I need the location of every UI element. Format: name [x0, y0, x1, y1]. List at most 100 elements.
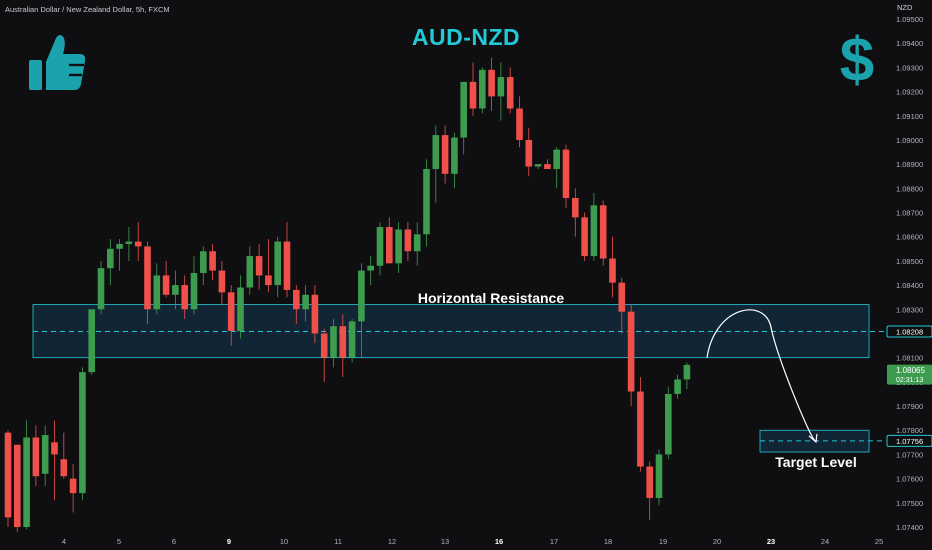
y-tick-label: 1.08300 [896, 305, 923, 314]
y-tick-label: 1.09400 [896, 39, 923, 48]
candle-body[interactable] [339, 326, 347, 358]
candle-body[interactable] [320, 333, 328, 358]
y-tick-label: 1.09300 [896, 63, 923, 72]
x-tick-label: 4 [62, 537, 66, 546]
y-tick-label: 1.07700 [896, 450, 923, 459]
candle-body[interactable] [162, 275, 170, 295]
candle-body[interactable] [107, 248, 114, 269]
candle-body[interactable] [637, 391, 644, 467]
candle-body[interactable] [646, 466, 653, 498]
candle-body[interactable] [134, 241, 142, 247]
candle-body[interactable] [516, 108, 523, 140]
y-tick-label: 1.07600 [896, 475, 923, 484]
candle-body[interactable] [534, 164, 542, 167]
candle-body[interactable] [404, 229, 412, 252]
candle-body[interactable] [283, 241, 291, 290]
candle-body[interactable] [423, 168, 430, 235]
candle-body[interactable] [358, 270, 365, 322]
y-tick-label: 1.08400 [896, 281, 923, 290]
candle-body[interactable] [506, 77, 514, 109]
y-tick-label: 1.08800 [896, 184, 923, 193]
y-tick-label: 1.09000 [896, 136, 923, 145]
candle-body[interactable] [181, 285, 188, 310]
chart-title: AUD-NZD [411, 24, 521, 50]
symbol-info: Australian Dollar / New Zealand Dollar, … [5, 5, 170, 14]
x-tick-label: 9 [227, 537, 231, 546]
y-tick-label: 1.07800 [896, 426, 923, 435]
candle-body[interactable] [432, 135, 440, 169]
candle-body[interactable] [14, 444, 21, 527]
candle-body[interactable] [79, 372, 86, 494]
y-tick-label: 1.08500 [896, 257, 923, 266]
candle-body[interactable] [125, 241, 133, 244]
candle-body[interactable] [88, 309, 95, 373]
resistance-label: Horizontal Resistance [418, 290, 564, 306]
candle-body[interactable] [255, 256, 263, 276]
candle-body[interactable] [190, 273, 198, 310]
candle-body[interactable] [562, 149, 570, 199]
candle-body[interactable] [97, 268, 105, 310]
candle-body[interactable] [479, 69, 486, 109]
candle-body[interactable] [41, 435, 49, 474]
axis-currency: NZD [897, 3, 913, 12]
dollar-icon: $ [839, 26, 875, 95]
candle-body[interactable] [376, 227, 384, 266]
candle-body[interactable] [330, 326, 337, 358]
x-tick-label: 5 [117, 537, 121, 546]
candle-body[interactable] [488, 69, 495, 97]
candle-body[interactable] [599, 205, 607, 259]
candle-body[interactable] [60, 459, 68, 477]
candle-body[interactable] [413, 234, 421, 252]
candle-body[interactable] [655, 454, 663, 498]
candle-body[interactable] [293, 289, 300, 310]
candle-body[interactable] [609, 258, 616, 283]
candle-body[interactable] [544, 164, 551, 169]
candle-body[interactable] [237, 287, 244, 332]
candle-body[interactable] [227, 292, 235, 332]
candle-body[interactable] [144, 246, 151, 310]
candle-body[interactable] [23, 437, 30, 527]
candle-body[interactable] [674, 379, 681, 394]
candle-body[interactable] [246, 256, 254, 288]
candle-body[interactable] [572, 198, 579, 218]
candle-body[interactable] [451, 137, 458, 174]
y-tick-label: 1.09500 [896, 15, 923, 24]
candle-body[interactable] [172, 285, 179, 295]
x-tick-label: 12 [388, 537, 396, 546]
candle-body[interactable] [348, 321, 356, 358]
x-tick-label: 23 [767, 537, 775, 546]
candle-body[interactable] [4, 432, 12, 518]
candle-body[interactable] [618, 282, 626, 312]
candle-body[interactable] [627, 311, 635, 392]
candle-body[interactable] [683, 364, 691, 380]
candle-body[interactable] [32, 437, 40, 477]
candle-body[interactable] [590, 205, 598, 257]
candle-body[interactable] [200, 251, 207, 273]
candle-body[interactable] [218, 270, 226, 293]
candle-body[interactable] [581, 217, 588, 257]
candle-body[interactable] [395, 229, 402, 264]
candle-body[interactable] [441, 135, 449, 174]
x-tick-label: 13 [441, 537, 449, 546]
candle-body[interactable] [311, 294, 319, 334]
candle-body[interactable] [51, 442, 58, 455]
candle-body[interactable] [302, 294, 309, 310]
target-price-text: 1.07756 [896, 437, 923, 446]
candle-body[interactable] [274, 241, 281, 286]
candle-body[interactable] [553, 149, 560, 169]
candle-body[interactable] [116, 243, 123, 249]
candle-body[interactable] [367, 265, 374, 271]
candle-body[interactable] [469, 81, 477, 109]
candle-body[interactable] [665, 393, 672, 455]
candle-body[interactable] [460, 81, 467, 138]
candle-body[interactable] [497, 77, 505, 97]
candle-body[interactable] [265, 275, 272, 286]
candle-body[interactable] [69, 478, 77, 494]
candle-body[interactable] [153, 275, 161, 310]
x-tick-label: 18 [604, 537, 612, 546]
candle-body[interactable] [386, 227, 393, 264]
candle-body[interactable] [525, 139, 533, 167]
candle-body[interactable] [209, 251, 216, 271]
x-tick-label: 25 [875, 537, 883, 546]
